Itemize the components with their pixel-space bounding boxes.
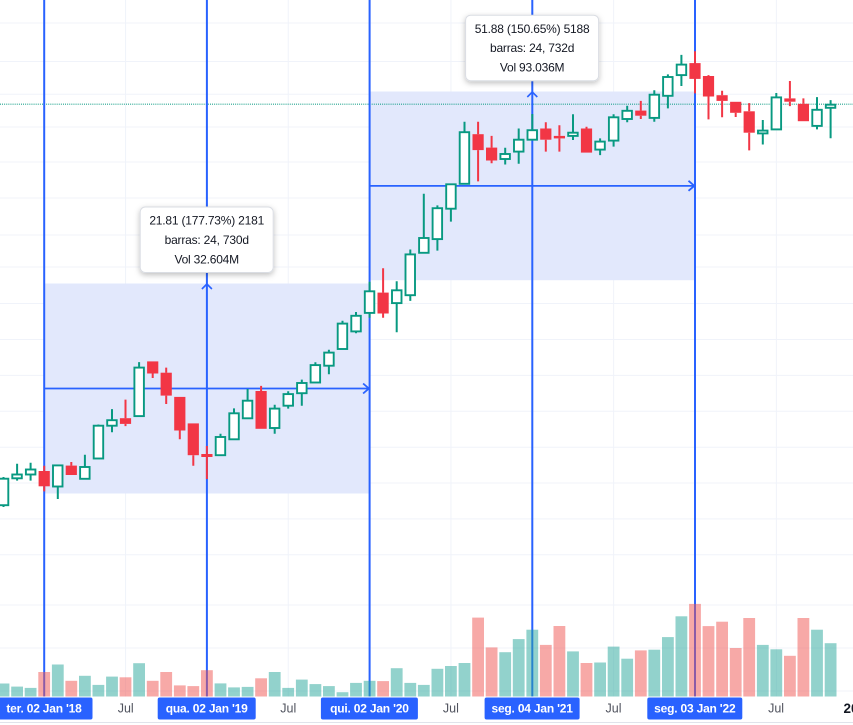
svg-text:seg. 04 Jan '21: seg. 04 Jan '21: [491, 702, 573, 716]
svg-text:21.81 (177.73%) 2181: 21.81 (177.73%) 2181: [149, 214, 264, 228]
svg-text:51.88 (150.65%) 5188: 51.88 (150.65%) 5188: [475, 22, 590, 36]
svg-text:qui. 02 Jan '20: qui. 02 Jan '20: [330, 702, 409, 716]
svg-text:seg. 03 Jan '22: seg. 03 Jan '22: [654, 702, 736, 716]
svg-text:Jul: Jul: [606, 702, 622, 716]
svg-text:ter. 02 Jan '18: ter. 02 Jan '18: [6, 702, 82, 716]
svg-text:qua. 02 Jan '19: qua. 02 Jan '19: [166, 702, 248, 716]
svg-text:Jul: Jul: [280, 702, 296, 716]
svg-text:2023: 2023: [844, 701, 853, 716]
svg-text:Vol 32.604M: Vol 32.604M: [174, 252, 239, 266]
svg-text:barras: 24, 732d: barras: 24, 732d: [490, 41, 574, 55]
svg-text:Jul: Jul: [768, 702, 784, 716]
svg-text:Jul: Jul: [118, 702, 134, 716]
svg-text:Vol 93.036M: Vol 93.036M: [500, 61, 565, 75]
svg-text:barras: 24, 730d: barras: 24, 730d: [165, 233, 249, 247]
svg-text:Jul: Jul: [443, 702, 459, 716]
